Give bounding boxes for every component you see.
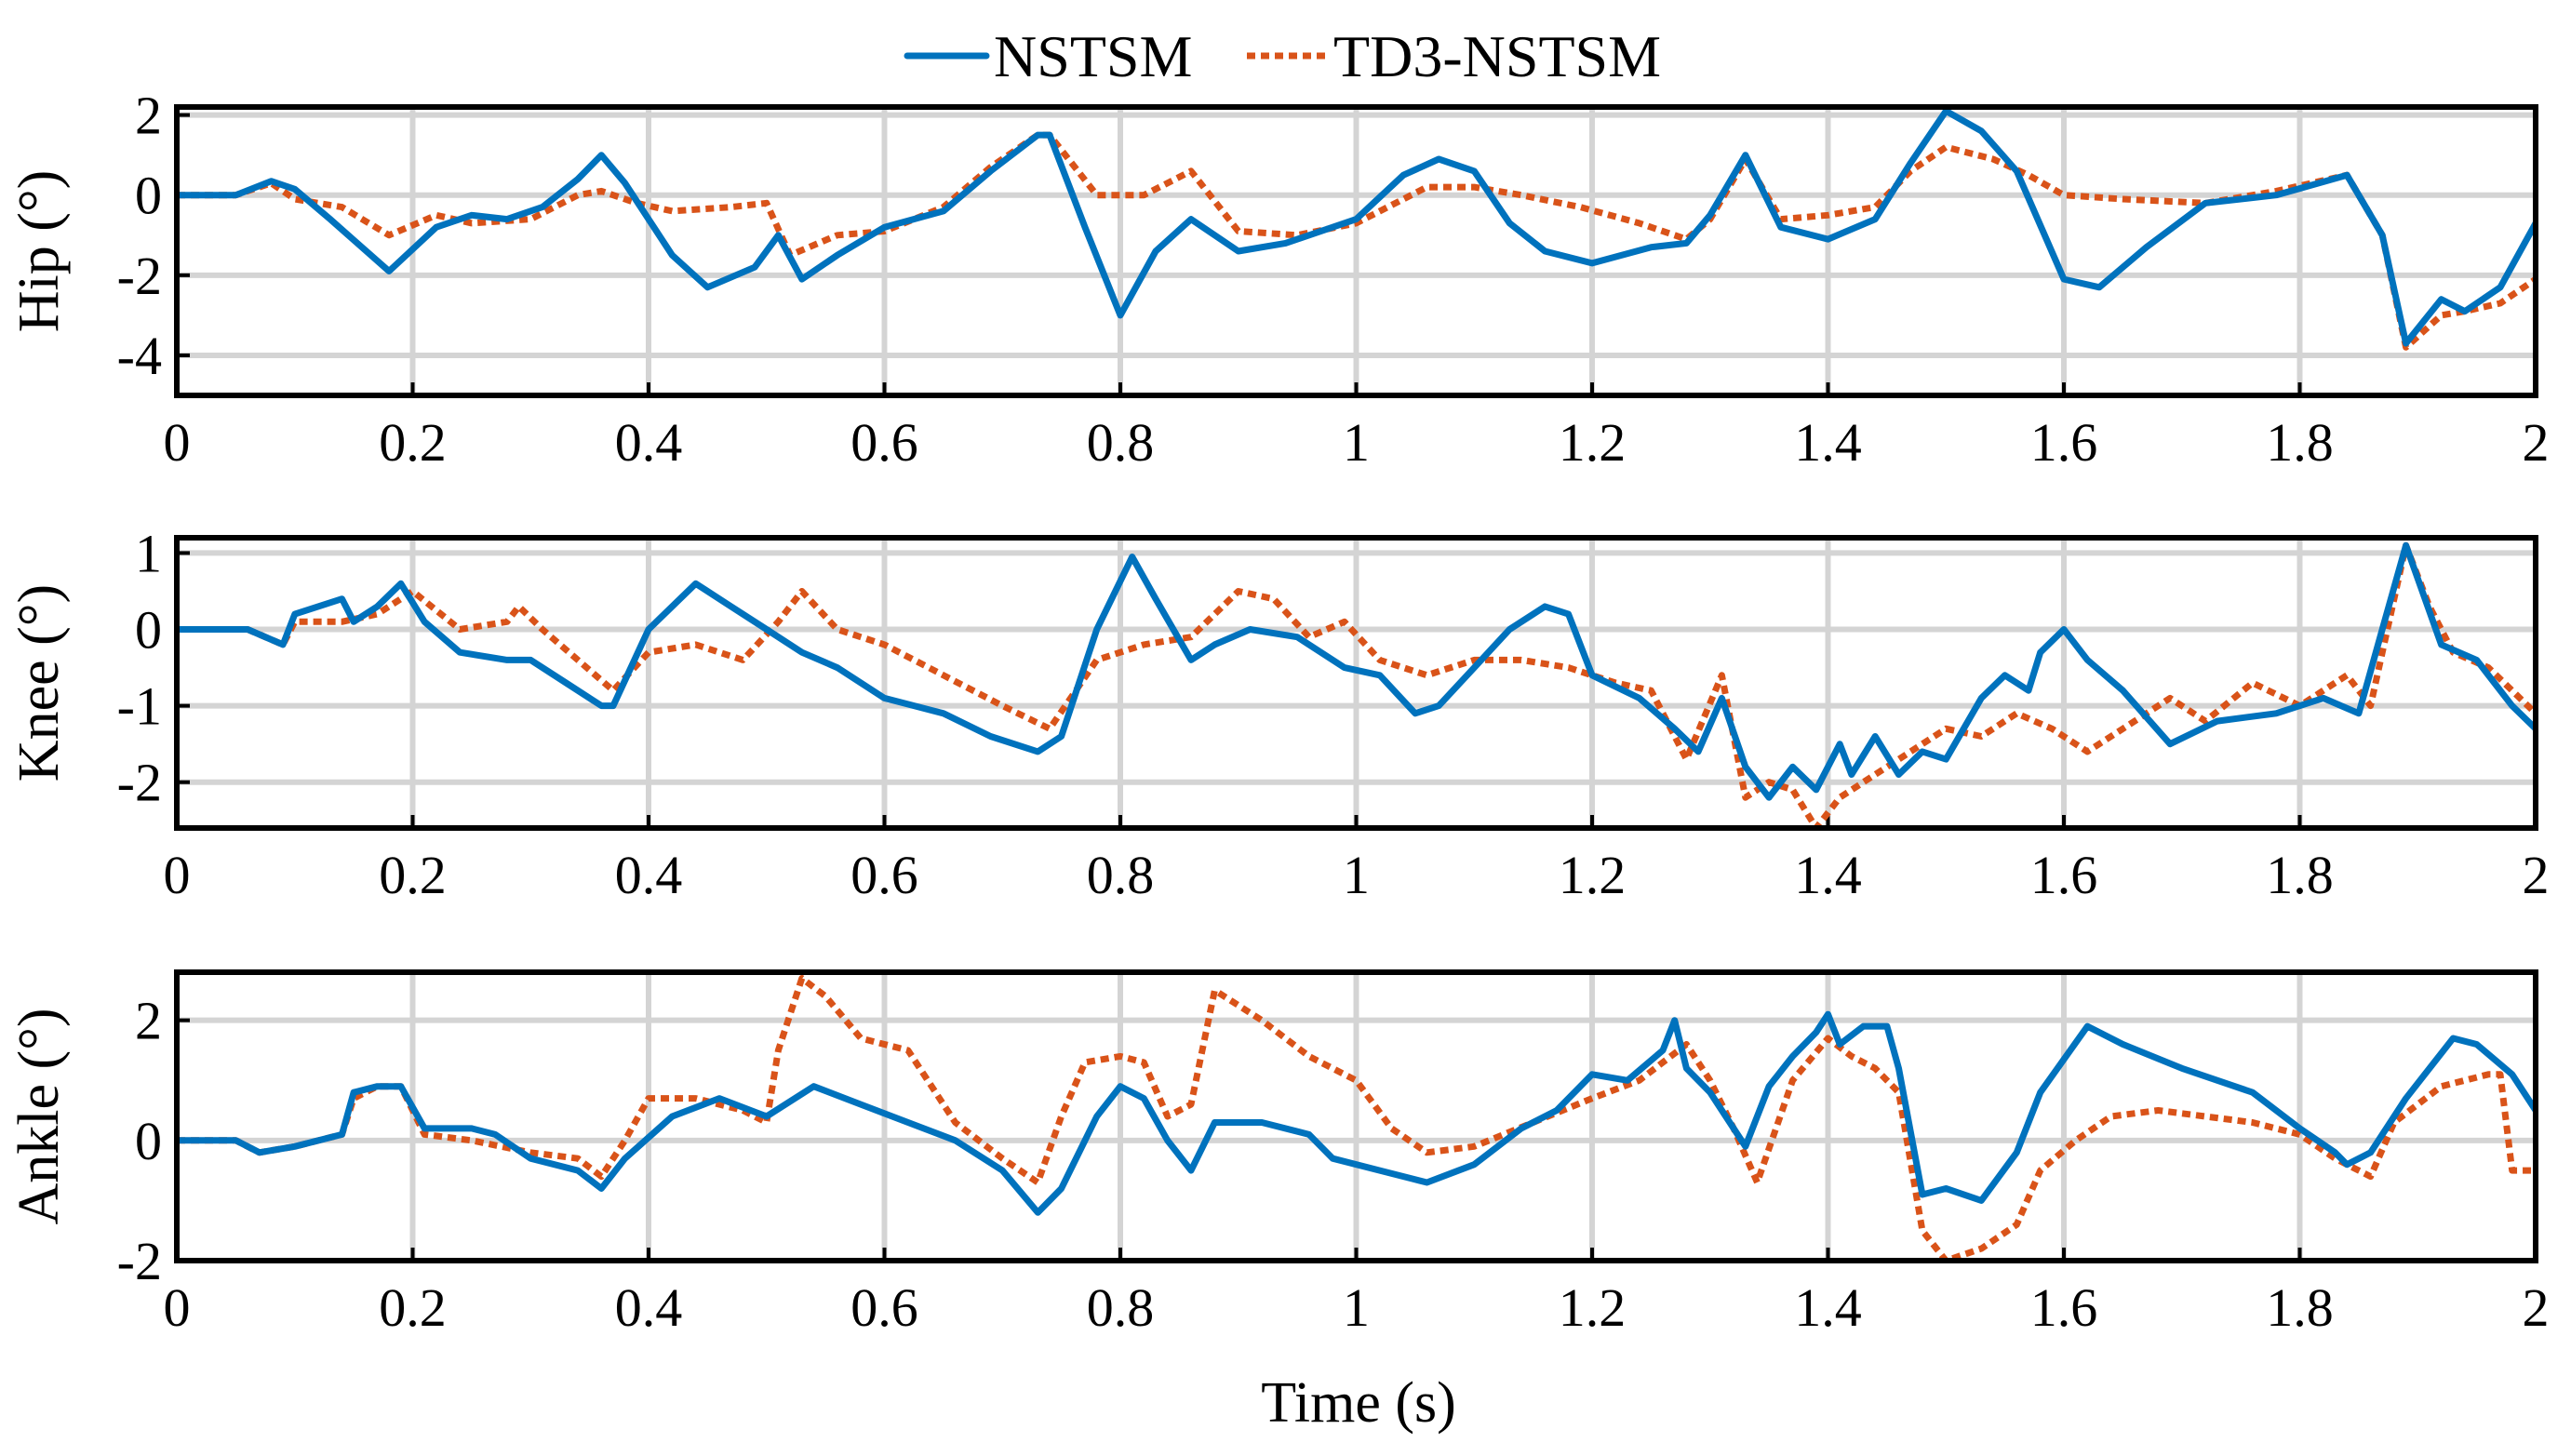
ankle-y-tick-label: 0	[135, 1111, 162, 1171]
hip-x-tick-label: 0.4	[615, 412, 683, 473]
knee-y-tick-label: 1	[135, 523, 162, 583]
knee-y-axis-title: Knee (°)	[7, 584, 71, 781]
hip-y-tick-label: -2	[117, 246, 162, 306]
knee-y-tick-label: 0	[135, 600, 162, 661]
knee-x-tick-label: 0.8	[1087, 845, 1155, 905]
hip-x-tick-label: 0	[164, 412, 191, 473]
hip-axes-frame	[174, 104, 2538, 398]
ankle-td3-nstsm-line	[177, 975, 2536, 1261]
ankle-y-tick-label: 2	[135, 991, 162, 1051]
knee-y-tick-label: -1	[117, 676, 162, 737]
knee-x-tick-label: 0	[164, 845, 191, 905]
ankle-x-tick-label: 1.6	[2030, 1277, 2098, 1338]
knee-x-tick-label: 2	[2523, 845, 2550, 905]
ankle-y-axis-title: Ankle (°)	[7, 1008, 71, 1224]
hip-td3-nstsm-line	[177, 131, 2536, 351]
hip-x-tick-label: 0.8	[1087, 412, 1155, 473]
ankle-x-tick-label: 1.2	[1559, 1277, 1627, 1338]
knee-subplot: 0 0.2 0.4 0.6 0.8 1 1.2 1.4 1.6 1.8 2 1 0 -1 -2 Knee (°…	[7, 523, 2550, 905]
hip-x-tick-label: 1.2	[1559, 412, 1627, 473]
ankle-y-tick-label: -2	[117, 1231, 162, 1291]
hip-x-tick-label: 0.6	[850, 412, 918, 473]
knee-axes-frame	[174, 535, 2538, 831]
hip-y-tick-label: 2	[135, 86, 162, 146]
knee-x-tick-label: 1.2	[1559, 845, 1627, 905]
legend-td3-label: TD3-NSTSM	[1333, 23, 1661, 89]
ankle-x-tick-label: 1.4	[1794, 1277, 1862, 1338]
x-axis-title: Time (s)	[1261, 1371, 1456, 1435]
hip-y-tick-label: -4	[117, 326, 162, 386]
knee-x-tick-label: 0.4	[615, 845, 683, 905]
hip-y-tick-label: 0	[135, 166, 162, 226]
knee-x-tick-label: 1.8	[2266, 845, 2334, 905]
knee-nstsm-line	[177, 541, 2536, 801]
ankle-x-tick-label: 1	[1343, 1277, 1370, 1338]
hip-x-tick-label: 0.2	[379, 412, 447, 473]
knee-x-tick-label: 0.2	[379, 845, 447, 905]
knee-x-tick-label: 0.6	[850, 845, 918, 905]
ankle-x-tick-label: 2	[2523, 1277, 2550, 1338]
ankle-x-tick-label: 0.2	[379, 1277, 447, 1338]
ankle-x-tick-label: 1.8	[2266, 1277, 2334, 1338]
legend: NSTSM TD3-NSTSM	[904, 23, 1661, 89]
legend-nstsm-label: NSTSM	[994, 23, 1192, 89]
hip-x-tick-label: 1.4	[1794, 412, 1862, 473]
ankle-x-tick-label: 0	[164, 1277, 191, 1338]
hip-x-tick-label: 2	[2523, 412, 2550, 473]
hip-x-tick-label: 1.8	[2266, 412, 2334, 473]
knee-y-tick-label: -2	[117, 753, 162, 813]
ankle-x-tick-label: 0.8	[1087, 1277, 1155, 1338]
hip-x-tick-label: 1.6	[2030, 412, 2098, 473]
ankle-nstsm-line	[177, 1010, 2536, 1216]
knee-x-tick-label: 1.4	[1794, 845, 1862, 905]
knee-x-tick-label: 1	[1343, 845, 1370, 905]
ankle-x-tick-label: 0.6	[850, 1277, 918, 1338]
ankle-x-tick-label: 0.4	[615, 1277, 683, 1338]
hip-x-tick-label: 1	[1343, 412, 1370, 473]
hip-nstsm-line	[177, 107, 2536, 347]
hip-subplot: 0 0.2 0.4 0.6 0.8 1 1.2 1.4 1.6 1.8 2 2 0 -2 -4 Hip (°)	[7, 86, 2550, 473]
ankle-axes-frame	[174, 969, 2538, 1263]
hip-y-axis-title: Hip (°)	[7, 170, 71, 333]
knee-x-tick-label: 1.6	[2030, 845, 2098, 905]
